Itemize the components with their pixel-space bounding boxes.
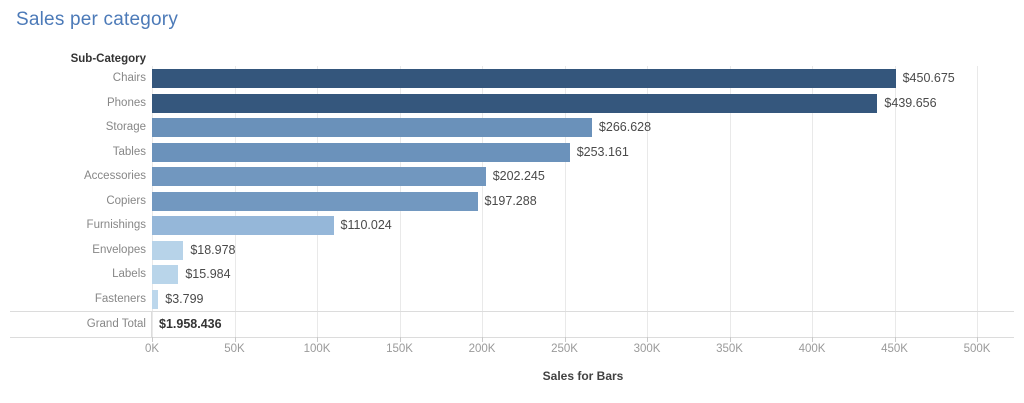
gridline (894, 66, 896, 337)
column-header: Sub-Category (70, 53, 146, 65)
bar-value-label: $253.161 (576, 144, 629, 159)
category-label: Tables (112, 145, 146, 158)
gridline (977, 66, 978, 337)
x-tick (647, 337, 648, 342)
x-tick-label: 50K (224, 343, 245, 355)
bar[interactable] (152, 289, 159, 309)
x-tick (399, 337, 401, 342)
gridline (729, 66, 731, 337)
x-tick (812, 337, 813, 342)
bar-row: $15.984 (152, 262, 1014, 287)
x-tick (564, 337, 566, 342)
x-tick (482, 337, 483, 342)
bar-row: $266.628 (152, 115, 1014, 140)
category-label: Copiers (106, 194, 146, 207)
bar-row: $197.288 (152, 189, 1014, 214)
bar-row: $110.024 (152, 213, 1014, 238)
x-tick-label: 450K (881, 343, 908, 355)
x-tick-label: 0K (144, 343, 160, 355)
bar-row: $450.675 (152, 66, 1014, 91)
category-label: Phones (106, 96, 146, 109)
x-tick (729, 337, 731, 342)
axis-baseline-divider (10, 337, 1014, 338)
bar-row: $18.978 (152, 238, 1014, 263)
x-tick (894, 337, 896, 342)
x-tick (152, 337, 153, 342)
category-label: Accessories (84, 170, 146, 182)
grand-total-value: $1.958.436 (159, 317, 222, 331)
bar[interactable] (152, 118, 592, 137)
gridline (812, 66, 813, 337)
bar-row: $3.799 (152, 287, 1014, 312)
bar[interactable] (152, 69, 896, 88)
category-label: Labels (112, 268, 146, 280)
bar[interactable] (152, 167, 486, 186)
bar[interactable] (152, 240, 184, 260)
gridline (482, 66, 483, 337)
x-tick (317, 337, 318, 342)
bar-value-label: $110.024 (340, 218, 392, 232)
x-tick-label: 250K (551, 343, 578, 355)
chart-title: Sales per category (16, 9, 179, 30)
x-tick-label: 150K (386, 343, 413, 355)
grand-total-left-divider (151, 311, 152, 337)
bar[interactable] (152, 142, 570, 162)
x-tick (234, 337, 236, 342)
x-tick-label: 500K (963, 343, 991, 355)
bar[interactable] (152, 265, 179, 284)
bar-value-label: $266.628 (598, 120, 652, 134)
bar[interactable] (152, 216, 334, 235)
bar-value-label: $202.245 (492, 169, 545, 183)
gridline (647, 66, 648, 337)
x-axis-title: Sales for Bars (542, 369, 624, 383)
x-tick-label: 100K (303, 343, 331, 355)
bar-row: $202.245 (152, 164, 1014, 189)
bar-value-label: $439.656 (884, 95, 937, 110)
category-label: Chairs (112, 72, 146, 84)
gridline (564, 66, 566, 337)
bar-value-label: $3.799 (165, 291, 204, 306)
x-tick-label: 400K (798, 343, 826, 355)
category-label: Furnishings (86, 219, 146, 231)
bar-value-label: $15.984 (185, 267, 231, 281)
x-tick-label: 350K (716, 343, 743, 355)
bar[interactable] (152, 191, 478, 211)
category-label: Fasteners (94, 292, 146, 305)
grand-total-label: Grand Total (86, 318, 146, 330)
bar-row: $439.656 (152, 91, 1014, 116)
bar-value-label: $450.675 (902, 71, 955, 85)
x-tick (977, 337, 978, 342)
category-label: Envelopes (92, 243, 146, 256)
bar-plot-area: $450.675 $439.656 $266.628 $253.161 $202.245… (152, 66, 1014, 337)
bar-value-label: $18.978 (190, 242, 236, 257)
x-tick-label: 200K (468, 343, 496, 355)
category-labels: Chairs Phones Storage Tables Accessories Copi… (0, 66, 146, 311)
bar-value-label: $197.288 (484, 193, 537, 208)
bar[interactable] (152, 93, 878, 113)
bar-row: $253.161 (152, 140, 1014, 165)
x-tick-label: 300K (633, 343, 661, 355)
category-label: Storage (105, 121, 146, 133)
grand-total-top-divider (10, 311, 1014, 312)
